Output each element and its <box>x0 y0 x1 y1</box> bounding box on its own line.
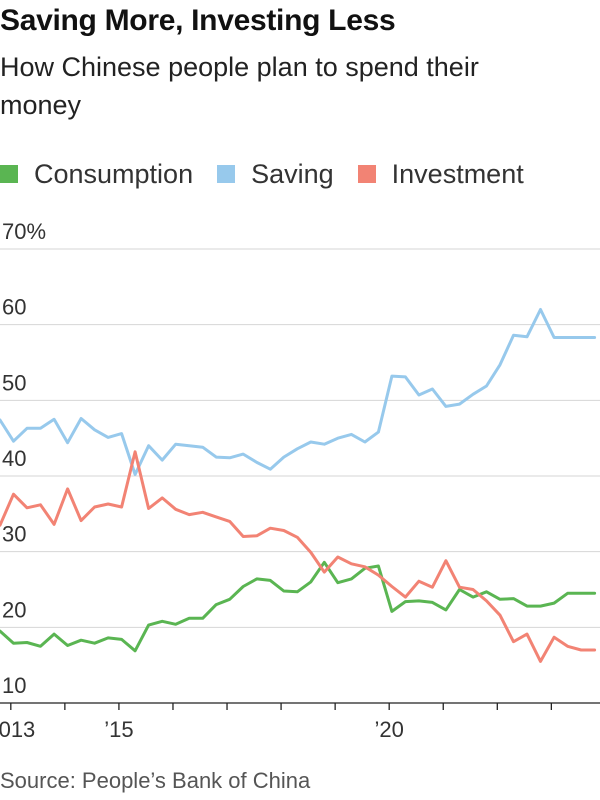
legend-item-investment: Investment <box>357 158 524 190</box>
legend-swatch-investment <box>357 165 376 183</box>
legend-item-consumption: Consumption <box>0 159 193 190</box>
chart-title: Saving More, Investing Less <box>0 4 396 37</box>
chart-subtitle: How Chinese people plan to spend their m… <box>0 52 479 120</box>
legend-swatch-consumption <box>0 165 18 183</box>
series-line-consumption <box>0 560 597 653</box>
legend: Consumption Saving Investment <box>0 154 548 194</box>
legend-label-consumption: Consumption <box>34 158 194 189</box>
y-tick-label: 70% <box>2 219 46 244</box>
legend-item-saving: Saving <box>217 159 334 190</box>
y-tick-label: 20 <box>2 597 26 622</box>
x-tick-label: ’20 <box>375 717 404 742</box>
y-tick-label: 10 <box>2 673 26 698</box>
x-tick-label: ’15 <box>104 717 133 742</box>
line-chart: 70% 60 50 40 30 20 10 2013 ’15 ’20 <box>0 219 600 742</box>
series-line-investment <box>0 450 597 663</box>
y-tick-label: 50 <box>2 370 26 395</box>
y-tick-label: 30 <box>2 522 26 547</box>
series-line-saving <box>0 308 597 476</box>
legend-label-investment: Investment <box>391 158 524 189</box>
y-tick-label: 40 <box>2 446 26 471</box>
source-note: Source: People’s Bank of China <box>0 768 311 793</box>
y-tick-label: 60 <box>2 295 26 320</box>
x-tick-label: 2013 <box>0 717 35 742</box>
legend-label-saving: Saving <box>251 158 334 189</box>
legend-swatch-saving <box>217 165 236 183</box>
